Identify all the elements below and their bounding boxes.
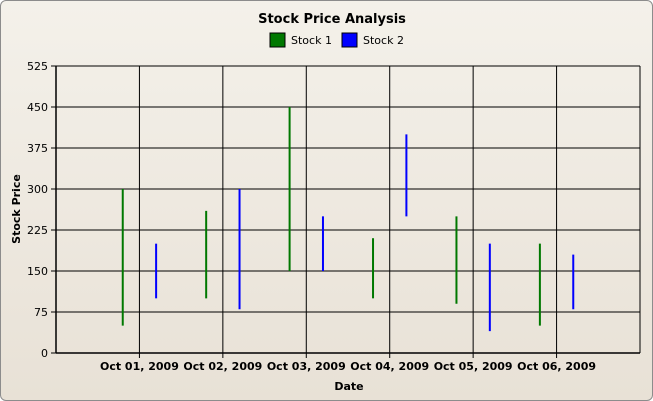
plot-background	[56, 66, 640, 353]
x-axis-title: Date	[334, 380, 363, 393]
y-tick-label: 300	[27, 183, 48, 196]
y-tick-label: 375	[27, 142, 48, 155]
legend: Stock 1 Stock 2	[269, 32, 404, 48]
plot-area: 0 75 150 225 300 375 450 525 Oct 01, 2009 Oct 02,…	[27, 60, 641, 373]
legend-swatch-stock-1	[269, 32, 286, 48]
y-tick-label: 225	[27, 224, 48, 237]
x-tick-label: Oct 02, 2009	[183, 360, 262, 373]
chart-title: Stock Price Analysis	[258, 12, 406, 27]
y-tick-label: 450	[27, 101, 48, 114]
legend-label-stock-1: Stock 1	[291, 34, 332, 47]
y-axis-title: Stock Price	[10, 174, 23, 244]
x-tick-label: Oct 01, 2009	[100, 360, 179, 373]
legend-swatch-stock-2	[341, 32, 358, 48]
y-tick-label: 150	[27, 265, 48, 278]
x-tick-label: Oct 03, 2009	[267, 360, 346, 373]
y-tick-label: 525	[27, 60, 48, 73]
y-tick-label: 75	[34, 306, 48, 319]
y-tick-label: 0	[41, 347, 48, 360]
legend-label-stock-2: Stock 2	[363, 34, 404, 47]
x-tick-label: Oct 05, 2009	[434, 360, 513, 373]
x-tick-label: Oct 04, 2009	[350, 360, 429, 373]
x-tick-label: Oct 06, 2009	[517, 360, 596, 373]
